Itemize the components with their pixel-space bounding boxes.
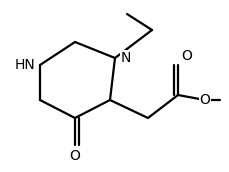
Text: N: N — [120, 51, 131, 65]
Text: O: O — [199, 93, 210, 107]
Text: O: O — [180, 49, 191, 63]
Text: O: O — [69, 149, 80, 163]
Text: HN: HN — [14, 58, 35, 72]
